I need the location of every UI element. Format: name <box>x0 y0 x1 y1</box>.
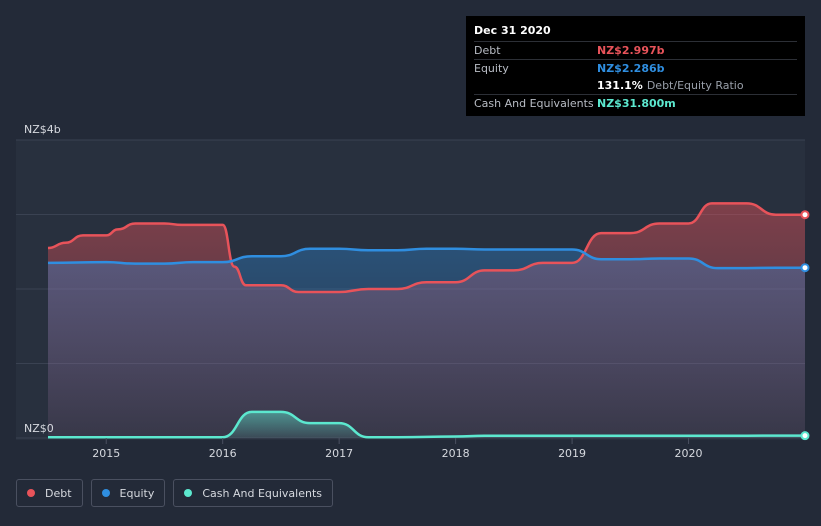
equity-area <box>48 248 805 438</box>
tooltip-value-cash: NZ$31.800m <box>597 97 676 110</box>
x-tick-label: 2016 <box>209 447 237 460</box>
x-tick-label: 2015 <box>92 447 120 460</box>
legend-label-equity: Equity <box>119 486 155 500</box>
tooltip-value-equity: NZ$2.286b <box>597 62 665 75</box>
x-tick-label: 2017 <box>325 447 353 460</box>
legend-item-debt[interactable]: Debt <box>16 479 83 507</box>
tooltip-row-debt: Debt NZ$2.997b <box>474 41 797 59</box>
legend-label-debt: Debt <box>45 486 72 500</box>
x-tick-label: 2018 <box>442 447 470 460</box>
cash-end-point <box>800 431 810 441</box>
x-tick-label: 2020 <box>675 447 703 460</box>
legend-dot-icon <box>27 489 35 497</box>
tooltip-ratio-suffix: Debt/Equity Ratio <box>646 79 744 92</box>
legend: Debt Equity Cash And Equivalents <box>16 479 333 507</box>
tooltip-label-equity: Equity <box>474 62 509 75</box>
tooltip-value-debt: NZ$2.997b <box>597 44 665 57</box>
tooltip-date: Dec 31 2020 <box>474 24 551 37</box>
legend-item-equity[interactable]: Equity <box>90 479 166 507</box>
tooltip-panel: Dec 31 2020 Debt NZ$2.997b Equity NZ$2.2… <box>466 16 805 116</box>
cash-line <box>48 410 806 439</box>
equity-end-point <box>800 263 810 273</box>
tooltip-row-cash: Cash And Equivalents NZ$31.800m <box>474 94 797 112</box>
legend-label-cash: Cash And Equivalents <box>202 486 322 500</box>
debt-end-point <box>800 210 810 220</box>
tooltip-row-equity: Equity NZ$2.286b <box>474 59 797 77</box>
equity-line <box>47 247 805 270</box>
y-axis-top-label: NZ$4b <box>24 123 61 136</box>
tooltip-label-cash: Cash And Equivalents <box>474 97 594 110</box>
x-tick-label: 2019 <box>558 447 586 460</box>
tooltip-value-ratio: 131.1% <box>597 79 643 92</box>
debt-line <box>47 202 805 294</box>
y-axis-bottom-label: NZ$0 <box>24 422 54 435</box>
legend-dot-icon <box>184 489 193 497</box>
cash-area <box>48 411 805 438</box>
tooltip-row-ratio: 131.1% Debt/Equity Ratio <box>474 77 797 94</box>
legend-dot-icon <box>101 489 110 497</box>
tooltip-label-debt: Debt <box>474 44 501 57</box>
legend-item-cash[interactable]: Cash And Equivalents <box>173 479 333 507</box>
